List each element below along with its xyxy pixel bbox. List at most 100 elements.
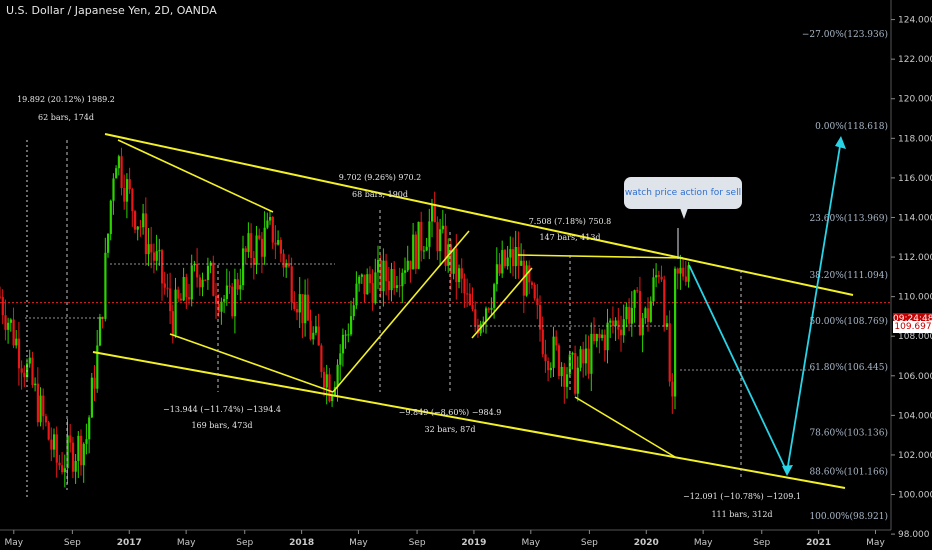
candle-body: [301, 294, 304, 324]
candle-body: [217, 303, 220, 312]
candle-body: [179, 298, 183, 301]
candle-body: [323, 371, 326, 388]
candle-body: [7, 322, 10, 330]
candle-body: [574, 353, 577, 394]
candle-body: [441, 225, 444, 230]
candle-body: [28, 357, 31, 364]
candle-body: [228, 285, 231, 287]
candle-body: [4, 315, 7, 330]
candle-body: [39, 395, 42, 423]
candle-body: [196, 264, 199, 278]
candle-body: [177, 289, 180, 299]
price-tick-label: 104.000: [898, 411, 932, 421]
candle-body: [641, 318, 644, 336]
candle-body: [188, 297, 191, 300]
candle-body: [344, 334, 347, 336]
candle-body: [277, 240, 280, 245]
candle-body: [88, 417, 91, 440]
price-axis[interactable]: 98.000 100.000 102.000 104.000 106.000 108.00…: [890, 0, 932, 540]
candle-body: [382, 260, 385, 292]
price-tick-label: 108.000: [898, 332, 932, 342]
time-tick-label: May: [522, 538, 541, 548]
measure-label-2a: 9.702 (9.26%) 970.2: [339, 173, 422, 182]
price-tick-label: 120.000: [898, 95, 932, 105]
candle-body: [266, 220, 269, 228]
candle-body: [90, 377, 93, 418]
candle-body: [50, 439, 53, 450]
candle-body: [71, 442, 75, 472]
candle-body: [287, 263, 291, 267]
candle-body: [404, 270, 407, 273]
candle-body: [77, 435, 80, 461]
candle-body: [530, 282, 534, 285]
candle-body: [547, 360, 550, 371]
candle-body: [215, 295, 218, 304]
candle-body: [603, 334, 606, 351]
time-tick-label: May: [177, 538, 196, 548]
candle-body: [485, 308, 488, 322]
price-tick-label: 122.000: [898, 55, 932, 65]
time-tick-label: Sep: [236, 538, 253, 548]
candle-body: [471, 305, 474, 310]
time-axis[interactable]: May Sep 2017 May Sep 2018 May Sep 2019 May Sep 2020…: [0, 529, 891, 548]
candle-body: [679, 267, 682, 274]
candle-body: [242, 248, 245, 286]
candle-body: [44, 416, 48, 423]
measure-label-3b: 147 bars, 413d: [539, 233, 600, 242]
candle-body: [377, 259, 380, 273]
candle-body: [236, 279, 239, 290]
candle-body: [598, 334, 601, 338]
candle-body: [193, 264, 196, 266]
candle-body: [439, 229, 442, 252]
candle-body: [355, 283, 358, 306]
last-price-tag: 109.697: [893, 321, 932, 333]
candle-body: [533, 284, 536, 299]
candle-body: [579, 349, 582, 368]
time-tick-label: Sep: [581, 538, 598, 548]
candle-body: [633, 290, 636, 308]
candle-body: [417, 221, 420, 269]
candle-body: [269, 216, 272, 221]
time-tick-label: 2021: [806, 538, 831, 548]
candle-body: [595, 334, 598, 342]
candle-body: [150, 244, 153, 253]
candle-body: [625, 306, 628, 320]
candle-body: [61, 465, 64, 473]
trend-line: [332, 230, 470, 393]
candle-body: [444, 225, 447, 266]
candle-body: [15, 338, 18, 346]
measure-label-1b: 62 bars, 174d: [38, 113, 94, 122]
candle-body: [420, 221, 423, 251]
candle-body: [620, 329, 623, 336]
candle-body: [549, 367, 552, 371]
candle-body: [458, 268, 461, 283]
candle-body: [34, 383, 37, 386]
candle-body: [166, 287, 169, 289]
candle-body: [525, 265, 528, 296]
price-tick-label: 116.000: [898, 174, 932, 184]
price-tick-label: 100.000: [898, 491, 932, 501]
candle-body: [339, 353, 342, 365]
candle-body: [0, 296, 2, 298]
candle-body: [363, 274, 366, 295]
candle-body: [115, 168, 118, 179]
candle-body: [490, 307, 493, 310]
candle-body: [134, 211, 137, 230]
time-tick-label: Sep: [409, 538, 426, 548]
candle-body: [1, 297, 4, 316]
candle-body: [576, 367, 579, 394]
candle-body: [555, 336, 558, 346]
candle-body: [366, 274, 369, 295]
candle-body: [325, 374, 328, 388]
candle-body: [201, 279, 204, 288]
candle-body: [80, 435, 83, 466]
time-tick-label: 2020: [634, 538, 659, 548]
measure-label-6a: −12.091 (−10.78%) −1209.1: [683, 492, 801, 501]
candle-body: [74, 460, 77, 472]
fib-level-label: 61.80%(106.445): [809, 362, 888, 373]
candle-body: [107, 233, 110, 253]
candle-body: [528, 265, 531, 283]
candle-body: [682, 267, 685, 277]
candle-body: [425, 246, 428, 251]
